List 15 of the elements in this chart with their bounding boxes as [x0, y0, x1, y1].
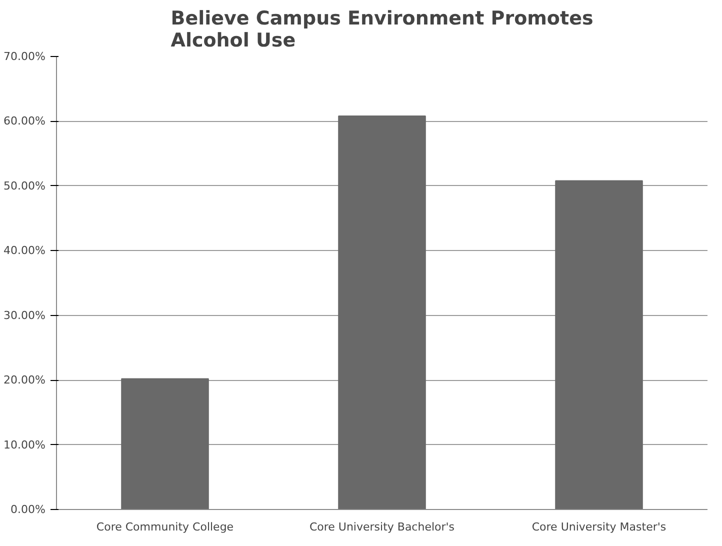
- y-tick-label: 30.00%: [4, 308, 46, 322]
- y-tick-label: 40.00%: [4, 244, 46, 258]
- chart-title: Believe Campus Environment Promotes Alcohol Use: [170, 8, 594, 52]
- y-tick-label: 60.00%: [4, 114, 46, 128]
- y-tick-label: 10.00%: [4, 438, 46, 452]
- y-tick-label: 70.00%: [4, 50, 46, 63]
- x-tick-label: Core University Master's: [532, 520, 666, 534]
- y-tick-label: 20.00%: [4, 374, 46, 387]
- bar: [338, 116, 426, 510]
- x-tick-label: Core Community College: [96, 520, 234, 534]
- bar: [121, 378, 209, 510]
- y-tick-label: 0.00%: [10, 503, 46, 516]
- x-tick-label: Core University Bachelor's: [309, 520, 455, 534]
- bar: [555, 180, 643, 510]
- y-tick-label: 50.00%: [4, 179, 46, 192]
